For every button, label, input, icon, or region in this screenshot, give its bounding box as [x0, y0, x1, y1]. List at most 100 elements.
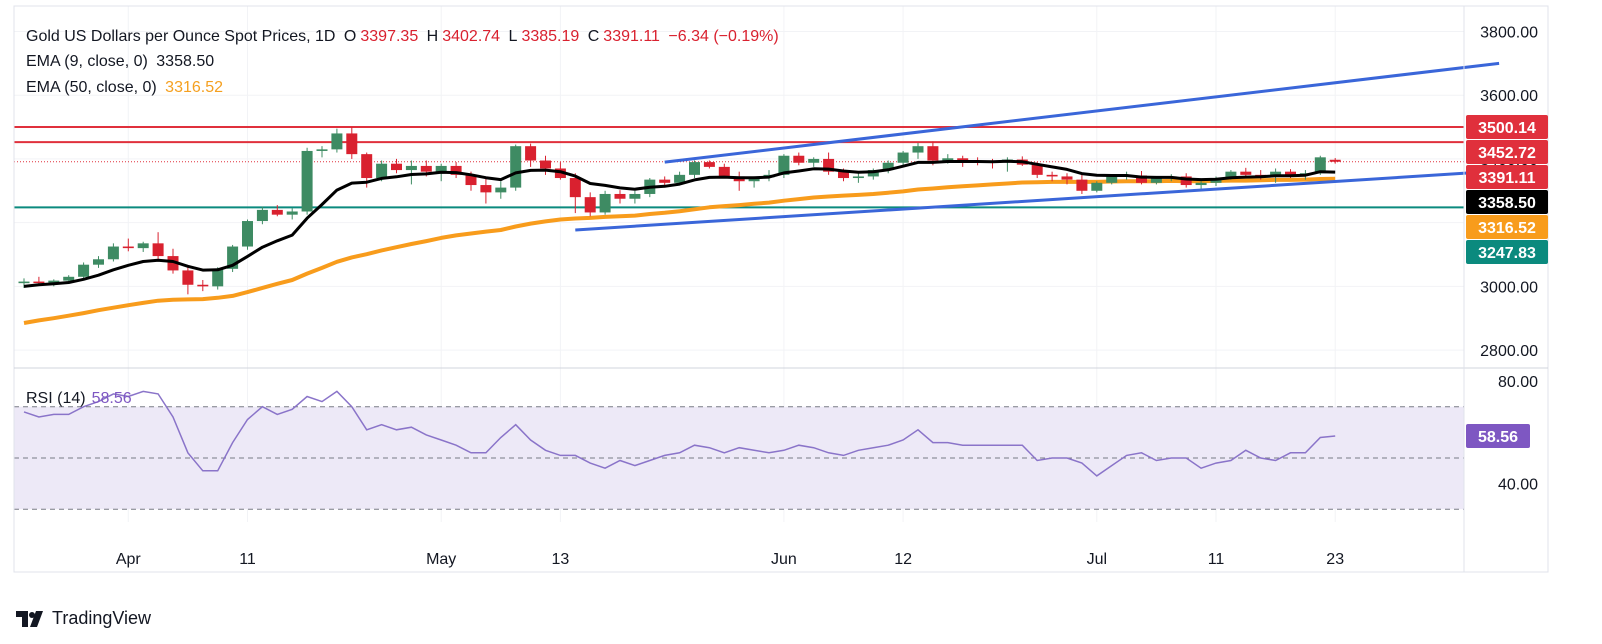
x-tick-label: 11	[239, 551, 256, 568]
symbol-title: Gold US Dollars per Ounce Spot Prices, 1…	[26, 28, 336, 45]
candle-body	[1091, 182, 1103, 191]
rsi-layer	[23, 390, 1336, 477]
x-tick-label: Apr	[116, 551, 142, 568]
candle-body	[435, 165, 447, 172]
candle-body	[1076, 179, 1088, 191]
candle-body	[405, 165, 417, 171]
price-label-text: 3358.50	[1478, 195, 1536, 212]
candle-body	[778, 155, 790, 175]
candle-body	[331, 133, 343, 150]
candle-body	[48, 280, 60, 283]
chart-frame	[13, 5, 1549, 573]
candle-body	[689, 162, 700, 175]
candle-body	[242, 221, 253, 247]
candle-body	[808, 158, 820, 163]
candle-body	[137, 243, 149, 249]
candle-body	[823, 158, 835, 172]
rsi-value-text: 58.56	[1478, 429, 1518, 446]
candle-body	[450, 165, 462, 175]
price-label-box	[1466, 190, 1548, 215]
candle-body	[897, 152, 909, 163]
price-label-text: 3452.72	[1478, 145, 1536, 162]
candle-body	[1270, 171, 1282, 177]
low-label: L	[508, 28, 518, 45]
ema9-value: 3358.50	[156, 53, 215, 70]
ema50-legend[interactable]: EMA (50, close, 0) 3316.52	[26, 79, 227, 97]
candle-body	[197, 284, 209, 287]
ema9-line	[23, 159, 1336, 288]
candle-body	[912, 146, 924, 153]
channel-upper-line	[664, 61, 1500, 164]
candle-body	[33, 281, 45, 284]
ema9-label: EMA (9, close, 0)	[26, 53, 148, 70]
x-tick-label: 13	[552, 551, 570, 568]
candle-body	[1329, 159, 1341, 162]
candle-body	[316, 149, 328, 151]
rsi-value-box	[1466, 424, 1530, 449]
candle-body	[927, 146, 939, 161]
candle-body	[465, 174, 477, 186]
candle-body	[1314, 157, 1326, 174]
brand-name: TradingView	[52, 608, 152, 628]
candle-body	[256, 209, 268, 222]
tradingview-icon	[16, 610, 43, 627]
rsi-legend-value: 58.56	[91, 390, 132, 407]
ema50-layer	[23, 176, 1336, 325]
candle-body	[510, 146, 522, 188]
candle-body	[480, 185, 492, 193]
candle-body	[286, 211, 298, 215]
candle-body	[838, 171, 849, 179]
rsi-line	[23, 390, 1336, 477]
candle-body	[1225, 171, 1237, 179]
candle-body	[361, 154, 373, 179]
candle-body	[18, 281, 30, 284]
y-tick-label: 3800.00	[1480, 24, 1538, 41]
close-value: 3391.11	[603, 28, 660, 45]
candle-body	[78, 264, 90, 277]
y-tick-label: 3000.00	[1480, 279, 1538, 296]
x-tick-label: 12	[894, 551, 912, 568]
candle-body	[301, 150, 313, 212]
candle-body	[957, 158, 969, 161]
candle-body	[63, 276, 75, 281]
rsi-band	[14, 406, 1464, 510]
candle-body	[614, 193, 626, 199]
candle-body	[629, 193, 641, 199]
price-label-text: 3500.14	[1478, 120, 1536, 137]
rsi-legend[interactable]: RSI (14) 58.56	[26, 390, 132, 408]
candle-body	[793, 155, 805, 163]
candle-body	[1150, 178, 1162, 183]
candle-body	[271, 209, 283, 215]
candle-body	[599, 193, 611, 213]
candle-body	[93, 259, 104, 265]
candle-body	[1046, 174, 1058, 177]
ema50-label: EMA (50, close, 0)	[26, 79, 157, 96]
rsi-tick-label: 80.00	[1498, 374, 1538, 391]
tradingview-logo[interactable]: TradingView	[16, 608, 151, 629]
close-label: C	[587, 28, 600, 45]
price-label-box	[1466, 140, 1548, 165]
candle-body	[703, 162, 715, 167]
ema9-layer	[23, 159, 1336, 288]
price-label-text: 3316.52	[1478, 220, 1536, 237]
candle-body	[376, 163, 388, 179]
candle-body	[420, 165, 432, 172]
x-tick-label: 11	[1208, 551, 1225, 568]
candle-body	[152, 243, 164, 257]
candle-body	[674, 174, 686, 183]
candle-body	[1285, 171, 1296, 176]
open-label: O	[343, 28, 357, 45]
candle-body	[1240, 171, 1252, 175]
candle-body	[1106, 176, 1118, 183]
candle-body	[167, 256, 179, 271]
candle-body	[391, 163, 402, 171]
y-tick-label: 2800.00	[1480, 343, 1538, 360]
candle-body	[1031, 164, 1043, 175]
candle-body	[718, 166, 730, 177]
candle-body	[1195, 182, 1207, 186]
candle-body	[569, 178, 581, 198]
rsi-tick-label: 40.00	[1498, 477, 1538, 494]
ema9-legend[interactable]: EMA (9, close, 0) 3358.50	[26, 53, 218, 71]
candle-body	[495, 187, 507, 193]
